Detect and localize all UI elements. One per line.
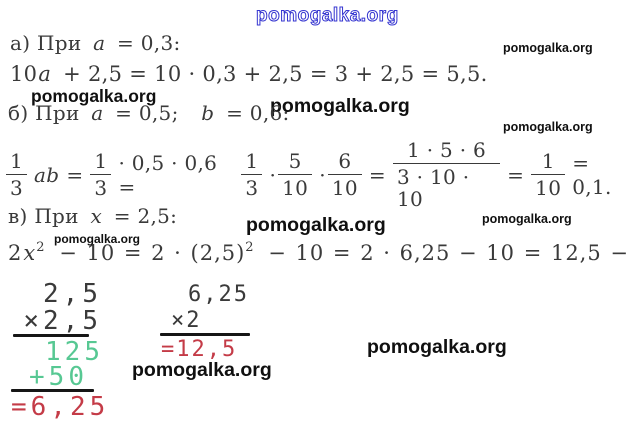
eq-a-rest: + 2,5 = 10 · 0,3 + 2,5 = 3 + 2,5 = 5,5. bbox=[63, 62, 488, 86]
denominator: 3 · 10 · 10 bbox=[392, 163, 501, 210]
eq-v-coeff: 2 bbox=[8, 241, 23, 265]
fraction-six-tenths: 6 10 bbox=[327, 149, 362, 199]
case-a-label: а) При bbox=[10, 31, 82, 55]
fraction-one-third-3: 1 3 bbox=[241, 149, 263, 199]
equation-case-a: 10a + 2,5 = 10 · 0,3 + 2,5 = 3 + 2,5 = 5… bbox=[10, 62, 488, 86]
mult1-multiplicand: 2,5 bbox=[43, 279, 102, 309]
watermark-small-right-3: pomogalka.org bbox=[482, 212, 572, 226]
mult2-result: =12,5 bbox=[161, 337, 238, 362]
watermark-bold-center-b: pomogalka.org bbox=[270, 95, 410, 117]
mult1-line-2 bbox=[11, 389, 94, 392]
eq-v-variable: x bbox=[23, 241, 37, 265]
eq-a-variable: a bbox=[38, 62, 52, 86]
mult1-partial-1: 125 bbox=[45, 337, 104, 367]
multiply-dot: · bbox=[319, 162, 326, 187]
eq-v-mid: − 10 = 2 · (2,5) bbox=[59, 241, 246, 265]
fraction-one-third-1: 1 3 bbox=[6, 149, 28, 199]
numerator: 1 bbox=[94, 149, 108, 173]
equals-sign: = bbox=[66, 162, 84, 187]
fraction-products: 1 · 5 · 6 3 · 10 · 10 bbox=[392, 138, 501, 210]
equation-case-v: 2x2 − 10 = 2 · (2,5)2 − 10 = 2 · 6,25 − … bbox=[8, 241, 639, 265]
mult1-result: =6,25 bbox=[11, 392, 110, 422]
denominator: 10 bbox=[531, 174, 566, 199]
watermark-bold-bottom-left: pomogalka.org bbox=[132, 359, 272, 381]
eq-v-rest: − 10 = 2 · 6,25 − 10 = 12,5 − 10 = 2,5. bbox=[268, 241, 639, 265]
column-multiplication-1: 2,5 ×2,5 125 +50 =6,25 bbox=[10, 281, 106, 425]
denominator: 3 bbox=[241, 174, 263, 199]
numerator: 1 bbox=[541, 149, 555, 173]
case-b-variable-a: a bbox=[91, 101, 104, 125]
exponent: 2 bbox=[245, 240, 255, 255]
mult2-multiplier: ×2 bbox=[171, 308, 202, 333]
case-v-label: в) При bbox=[8, 204, 79, 228]
case-a-variable: a bbox=[93, 31, 106, 55]
numerator: 6 bbox=[338, 149, 352, 173]
watermark-bold-left: pomogalka.org bbox=[31, 86, 157, 106]
heading-case-b: б) При a = 0,5; b = 0,6: bbox=[8, 101, 290, 125]
fraction-five-tenths: 5 10 bbox=[278, 149, 313, 199]
column-multiplication-2: 6,25 ×2 =12,5 bbox=[160, 284, 252, 364]
eq-a-coeff: 10 bbox=[10, 62, 38, 86]
mult2-multiplicand: 6,25 bbox=[188, 282, 249, 307]
fraction-one-third-2: 1 3 bbox=[90, 149, 112, 199]
case-b-value-a: = 0,5; bbox=[115, 101, 179, 125]
case-v-variable: x bbox=[90, 204, 103, 228]
case-v-value: = 2,5: bbox=[113, 204, 178, 228]
eq-b-variables: ab bbox=[34, 162, 60, 187]
denominator: 3 bbox=[90, 174, 112, 199]
watermark-bold-center-v: pomogalka.org bbox=[246, 214, 386, 236]
eq-b-result: = 0,1. bbox=[572, 150, 612, 199]
equals-sign: = bbox=[507, 162, 525, 187]
mult2-line bbox=[160, 333, 250, 336]
denominator: 10 bbox=[327, 174, 362, 199]
watermark-tiny-above-eq: pomogalka.org bbox=[54, 232, 141, 246]
case-b-variable-b: b bbox=[201, 101, 215, 125]
watermark-outline-top: pomogalka.org bbox=[256, 5, 399, 27]
fraction-one-tenth: 1 10 bbox=[531, 149, 566, 199]
exponent: 2 bbox=[36, 240, 46, 255]
denominator: 3 bbox=[6, 174, 28, 199]
numerator: 1 bbox=[245, 149, 259, 173]
denominator: 10 bbox=[278, 174, 313, 199]
watermark-bold-bottom-right: pomogalka.org bbox=[367, 336, 507, 358]
eq-b-decimals: · 0,5 · 0,6 = bbox=[118, 150, 218, 199]
mult1-line-1 bbox=[13, 334, 89, 337]
mult1-multiplier: ×2,5 bbox=[23, 306, 102, 336]
mult1-partial-2: +50 bbox=[29, 362, 88, 392]
equals-sign: = bbox=[368, 162, 386, 187]
multiply-dot: · bbox=[269, 162, 277, 187]
equation-case-b: 1 3 ab = 1 3 · 0,5 · 0,6 = 1 3 · 5 10 · … bbox=[6, 139, 639, 210]
heading-case-v: в) При x = 2,5: bbox=[8, 204, 177, 228]
numerator: 1 bbox=[10, 149, 24, 173]
heading-case-a: а) При a = 0,3: bbox=[10, 31, 181, 55]
case-b-value-b: = 0,6: bbox=[226, 101, 290, 125]
watermark-small-right-2: pomogalka.org bbox=[503, 120, 593, 134]
case-a-value: = 0,3: bbox=[117, 31, 181, 55]
watermark-small-right-1: pomogalka.org bbox=[503, 41, 593, 55]
case-b-label: б) При bbox=[8, 101, 80, 125]
numerator: 1 · 5 · 6 bbox=[407, 138, 487, 162]
numerator: 5 bbox=[288, 149, 302, 173]
